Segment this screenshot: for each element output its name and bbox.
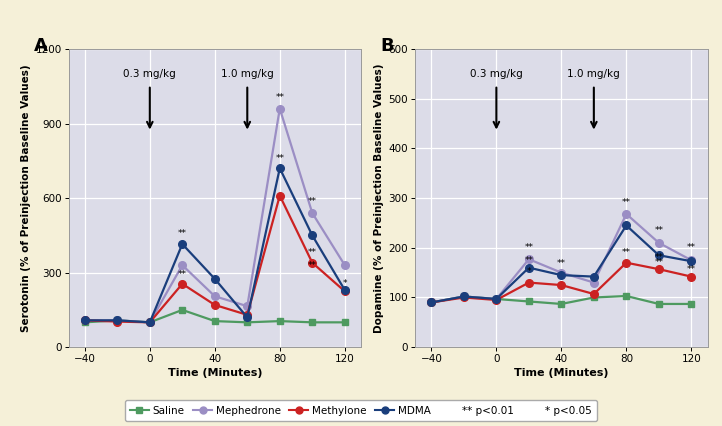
Text: **: ** bbox=[687, 243, 696, 252]
Text: *: * bbox=[526, 267, 531, 276]
Text: **: ** bbox=[178, 270, 187, 279]
Text: **: ** bbox=[654, 226, 664, 235]
Text: **: ** bbox=[308, 196, 317, 205]
Text: B: B bbox=[380, 37, 393, 55]
Text: 0.3 mg/kg: 0.3 mg/kg bbox=[470, 69, 523, 79]
Text: **: ** bbox=[275, 93, 284, 102]
Text: **: ** bbox=[524, 256, 534, 265]
Text: **: ** bbox=[308, 248, 317, 257]
Text: 1.0 mg/kg: 1.0 mg/kg bbox=[221, 69, 274, 79]
Text: 0.3 mg/kg: 0.3 mg/kg bbox=[123, 69, 176, 79]
Y-axis label: Dopamine (% of Preinjection Baseline Values): Dopamine (% of Preinjection Baseline Val… bbox=[375, 63, 384, 333]
Y-axis label: Serotonin (% of Preinjection Baseline Values): Serotonin (% of Preinjection Baseline Va… bbox=[21, 64, 31, 332]
Text: **: ** bbox=[622, 198, 631, 207]
Text: **: ** bbox=[557, 259, 566, 268]
Legend: Saline, Mephedrone, Methylone, MDMA, ** p<0.01, * p<0.05: Saline, Mephedrone, Methylone, MDMA, ** … bbox=[125, 400, 597, 421]
X-axis label: Time (Minutes): Time (Minutes) bbox=[514, 368, 609, 378]
Text: **: ** bbox=[275, 154, 284, 163]
Text: **: ** bbox=[622, 248, 631, 257]
Text: **: ** bbox=[687, 265, 696, 274]
Text: A: A bbox=[33, 37, 48, 55]
Text: **: ** bbox=[524, 243, 534, 252]
X-axis label: Time (Minutes): Time (Minutes) bbox=[168, 368, 262, 378]
Text: **: ** bbox=[654, 258, 664, 267]
Text: **: ** bbox=[654, 253, 664, 262]
Text: **: ** bbox=[178, 229, 187, 238]
Text: 1.0 mg/kg: 1.0 mg/kg bbox=[567, 69, 620, 79]
Text: *: * bbox=[342, 279, 347, 288]
Text: **: ** bbox=[308, 261, 317, 270]
